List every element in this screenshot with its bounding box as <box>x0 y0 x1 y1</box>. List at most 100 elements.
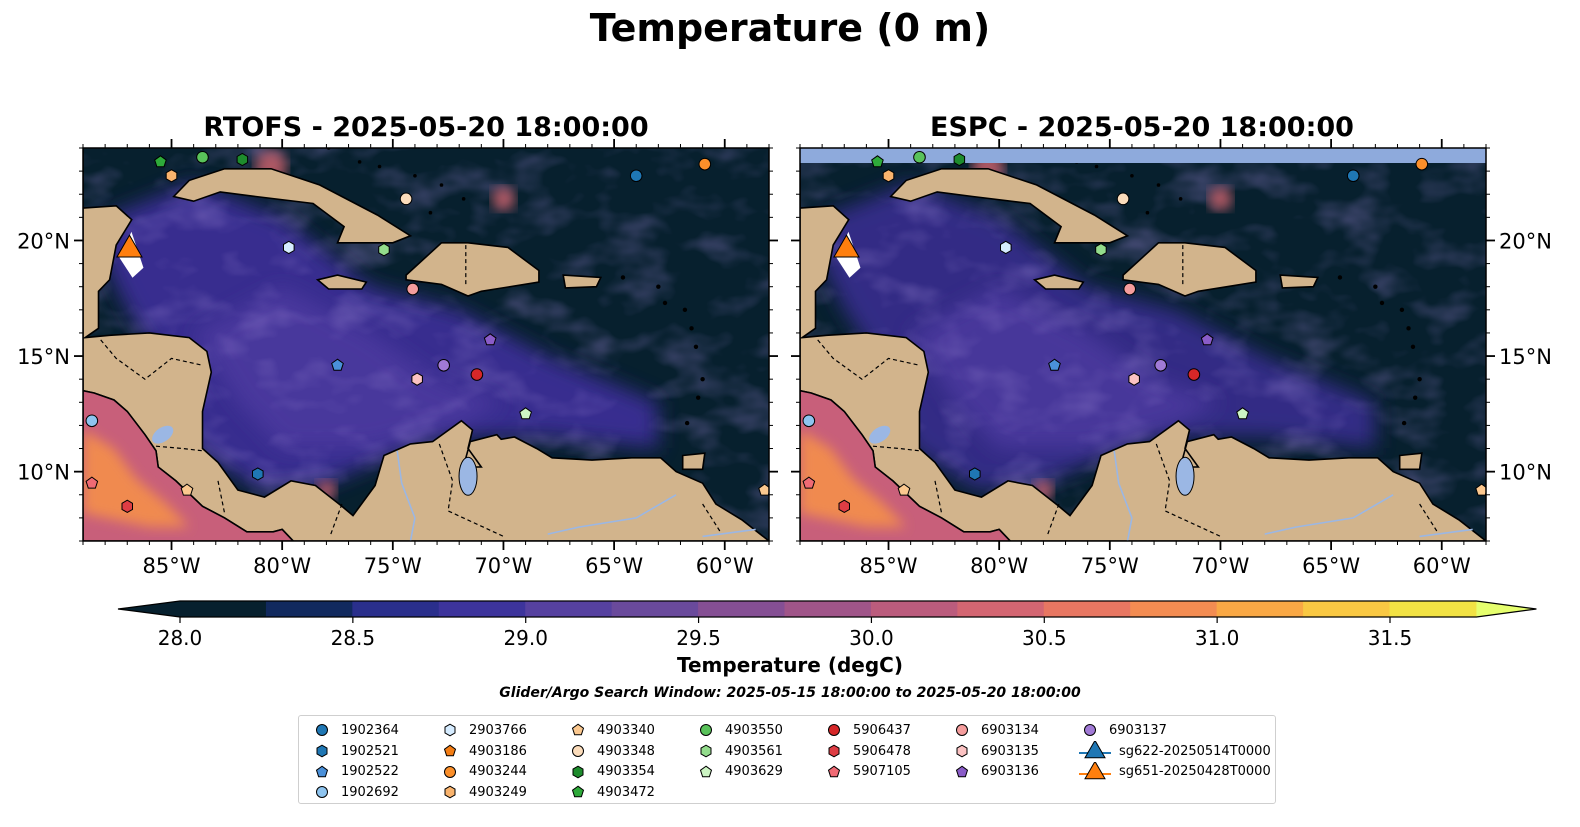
lake-nicaragua <box>869 425 891 444</box>
country-border <box>817 339 920 380</box>
argo-float-6903135 <box>1128 372 1140 386</box>
legend-marker-icon <box>316 786 328 799</box>
island <box>620 275 626 280</box>
argo-float-6903135 <box>411 372 423 386</box>
legend-glider-marker <box>1084 741 1106 759</box>
hot-spot <box>1208 186 1233 211</box>
river <box>1419 528 1473 538</box>
legend-marker-icon <box>956 744 968 758</box>
legend-item: 4903340 <box>565 720 655 741</box>
land-trinidad <box>681 452 706 471</box>
argo-float-5906437 <box>1187 368 1201 381</box>
legend-marker-icon <box>827 765 841 777</box>
legend-label: 4903340 <box>597 722 655 738</box>
island <box>1401 420 1407 426</box>
argo-float-5906478 <box>121 499 133 513</box>
argo-float-1902521 <box>969 467 981 481</box>
argo-float-1902692 <box>85 414 99 428</box>
legend-float-marker <box>316 744 328 758</box>
island <box>1373 284 1378 289</box>
legend-label: 4903472 <box>597 784 655 800</box>
legend-item: 4903629 <box>693 761 783 782</box>
legend-label: 6903135 <box>981 743 1039 759</box>
glider-sg651-20250428T0000 <box>116 234 143 258</box>
bahamas-island <box>439 183 444 187</box>
colorbar-segment <box>957 601 1045 617</box>
argo-float-4903629 <box>519 407 532 420</box>
argo-float-4903348 <box>399 192 413 206</box>
legend-item: 1902692 <box>309 782 399 803</box>
legend-float-marker <box>316 786 328 799</box>
legend-float-marker <box>316 724 328 737</box>
island <box>656 284 661 289</box>
bahamas-island <box>357 160 362 164</box>
legend-item: 4903354 <box>565 761 655 782</box>
legend-item: sg651-20250428T0000 <box>1077 761 1271 782</box>
argo-float-1902692 <box>802 414 816 428</box>
legend-marker-icon <box>828 724 840 737</box>
land-puertorico <box>1279 274 1320 289</box>
legend-item: 4903561 <box>693 741 783 762</box>
legend-float-marker <box>571 785 585 798</box>
bahamas-island <box>1094 164 1099 169</box>
colorbar-outline <box>117 600 1537 618</box>
colorbar-extend-max <box>1476 601 1537 617</box>
legend-item: 2903766 <box>437 720 527 741</box>
espc-panel-title: ESPC - 2025-05-20 18:00:00 <box>930 112 1354 143</box>
legend-item: 4903244 <box>437 761 527 782</box>
legend-label: 6903136 <box>981 764 1039 780</box>
argo-float-1902521 <box>252 467 264 481</box>
legend-item: 4903249 <box>437 782 527 803</box>
legend-label: 2903766 <box>469 722 527 738</box>
bahamas-island <box>1156 183 1161 187</box>
legend-column: 5906437 5906478 5907105 <box>821 720 911 782</box>
argo-float-1902522 <box>331 358 344 371</box>
legend-item: 5906478 <box>821 741 911 762</box>
legend-marker-icon <box>1079 741 1111 759</box>
country-border <box>100 339 203 380</box>
legend-marker-icon <box>444 723 456 737</box>
legend-float-marker <box>700 724 712 737</box>
map-frame <box>799 147 1487 542</box>
island <box>1379 300 1385 306</box>
argo-float-4903472 <box>154 155 167 168</box>
legend: 1902364 1902521 1902522 1902692 2903766 49031… <box>298 715 1276 804</box>
colorbar-segment <box>611 601 700 617</box>
legend-label: 4903354 <box>597 764 655 780</box>
legend-column: 6903134 6903135 6903136 <box>949 720 1039 782</box>
argo-float-6903137 <box>437 359 451 372</box>
argo-float-4903340 <box>897 483 911 496</box>
legend-marker-icon <box>316 724 328 737</box>
legend-item: 1902364 <box>309 720 399 741</box>
legend-marker-icon <box>572 745 584 758</box>
country-border <box>702 503 721 533</box>
legend-marker-icon <box>955 765 969 777</box>
argo-float-4903244 <box>698 157 712 171</box>
lat-tick-label: 20°N <box>1499 229 1552 253</box>
colorbar-segment <box>698 601 786 617</box>
legend-label: 1902692 <box>341 784 399 800</box>
colorbar-segment <box>1303 601 1391 617</box>
legend-label: 4903244 <box>469 764 527 780</box>
country-border <box>872 445 920 452</box>
island <box>1399 307 1405 313</box>
legend-marker-icon <box>700 744 712 758</box>
river <box>1113 450 1133 541</box>
legend-column: 4903550 4903561 4903629 <box>693 720 783 782</box>
hot-spot <box>491 186 516 211</box>
island <box>1337 275 1343 280</box>
legend-label: sg651-20250428T0000 <box>1119 764 1271 780</box>
argo-float-5906478 <box>838 499 850 513</box>
bahamas-island <box>428 210 433 215</box>
legend-float-marker <box>828 724 840 737</box>
lon-tick-label: 75°W <box>364 554 422 578</box>
argo-float-4903340 <box>180 483 194 496</box>
legend-label: 4903186 <box>469 743 527 759</box>
river <box>702 528 756 538</box>
lon-tick-label: 60°W <box>696 554 754 578</box>
search-window-caption: Glider/Argo Search Window: 2025-05-15 18… <box>499 685 1081 701</box>
legend-label: 6903134 <box>981 722 1039 738</box>
legend-float-marker <box>1084 724 1096 737</box>
legend-item: 4903550 <box>693 720 783 741</box>
